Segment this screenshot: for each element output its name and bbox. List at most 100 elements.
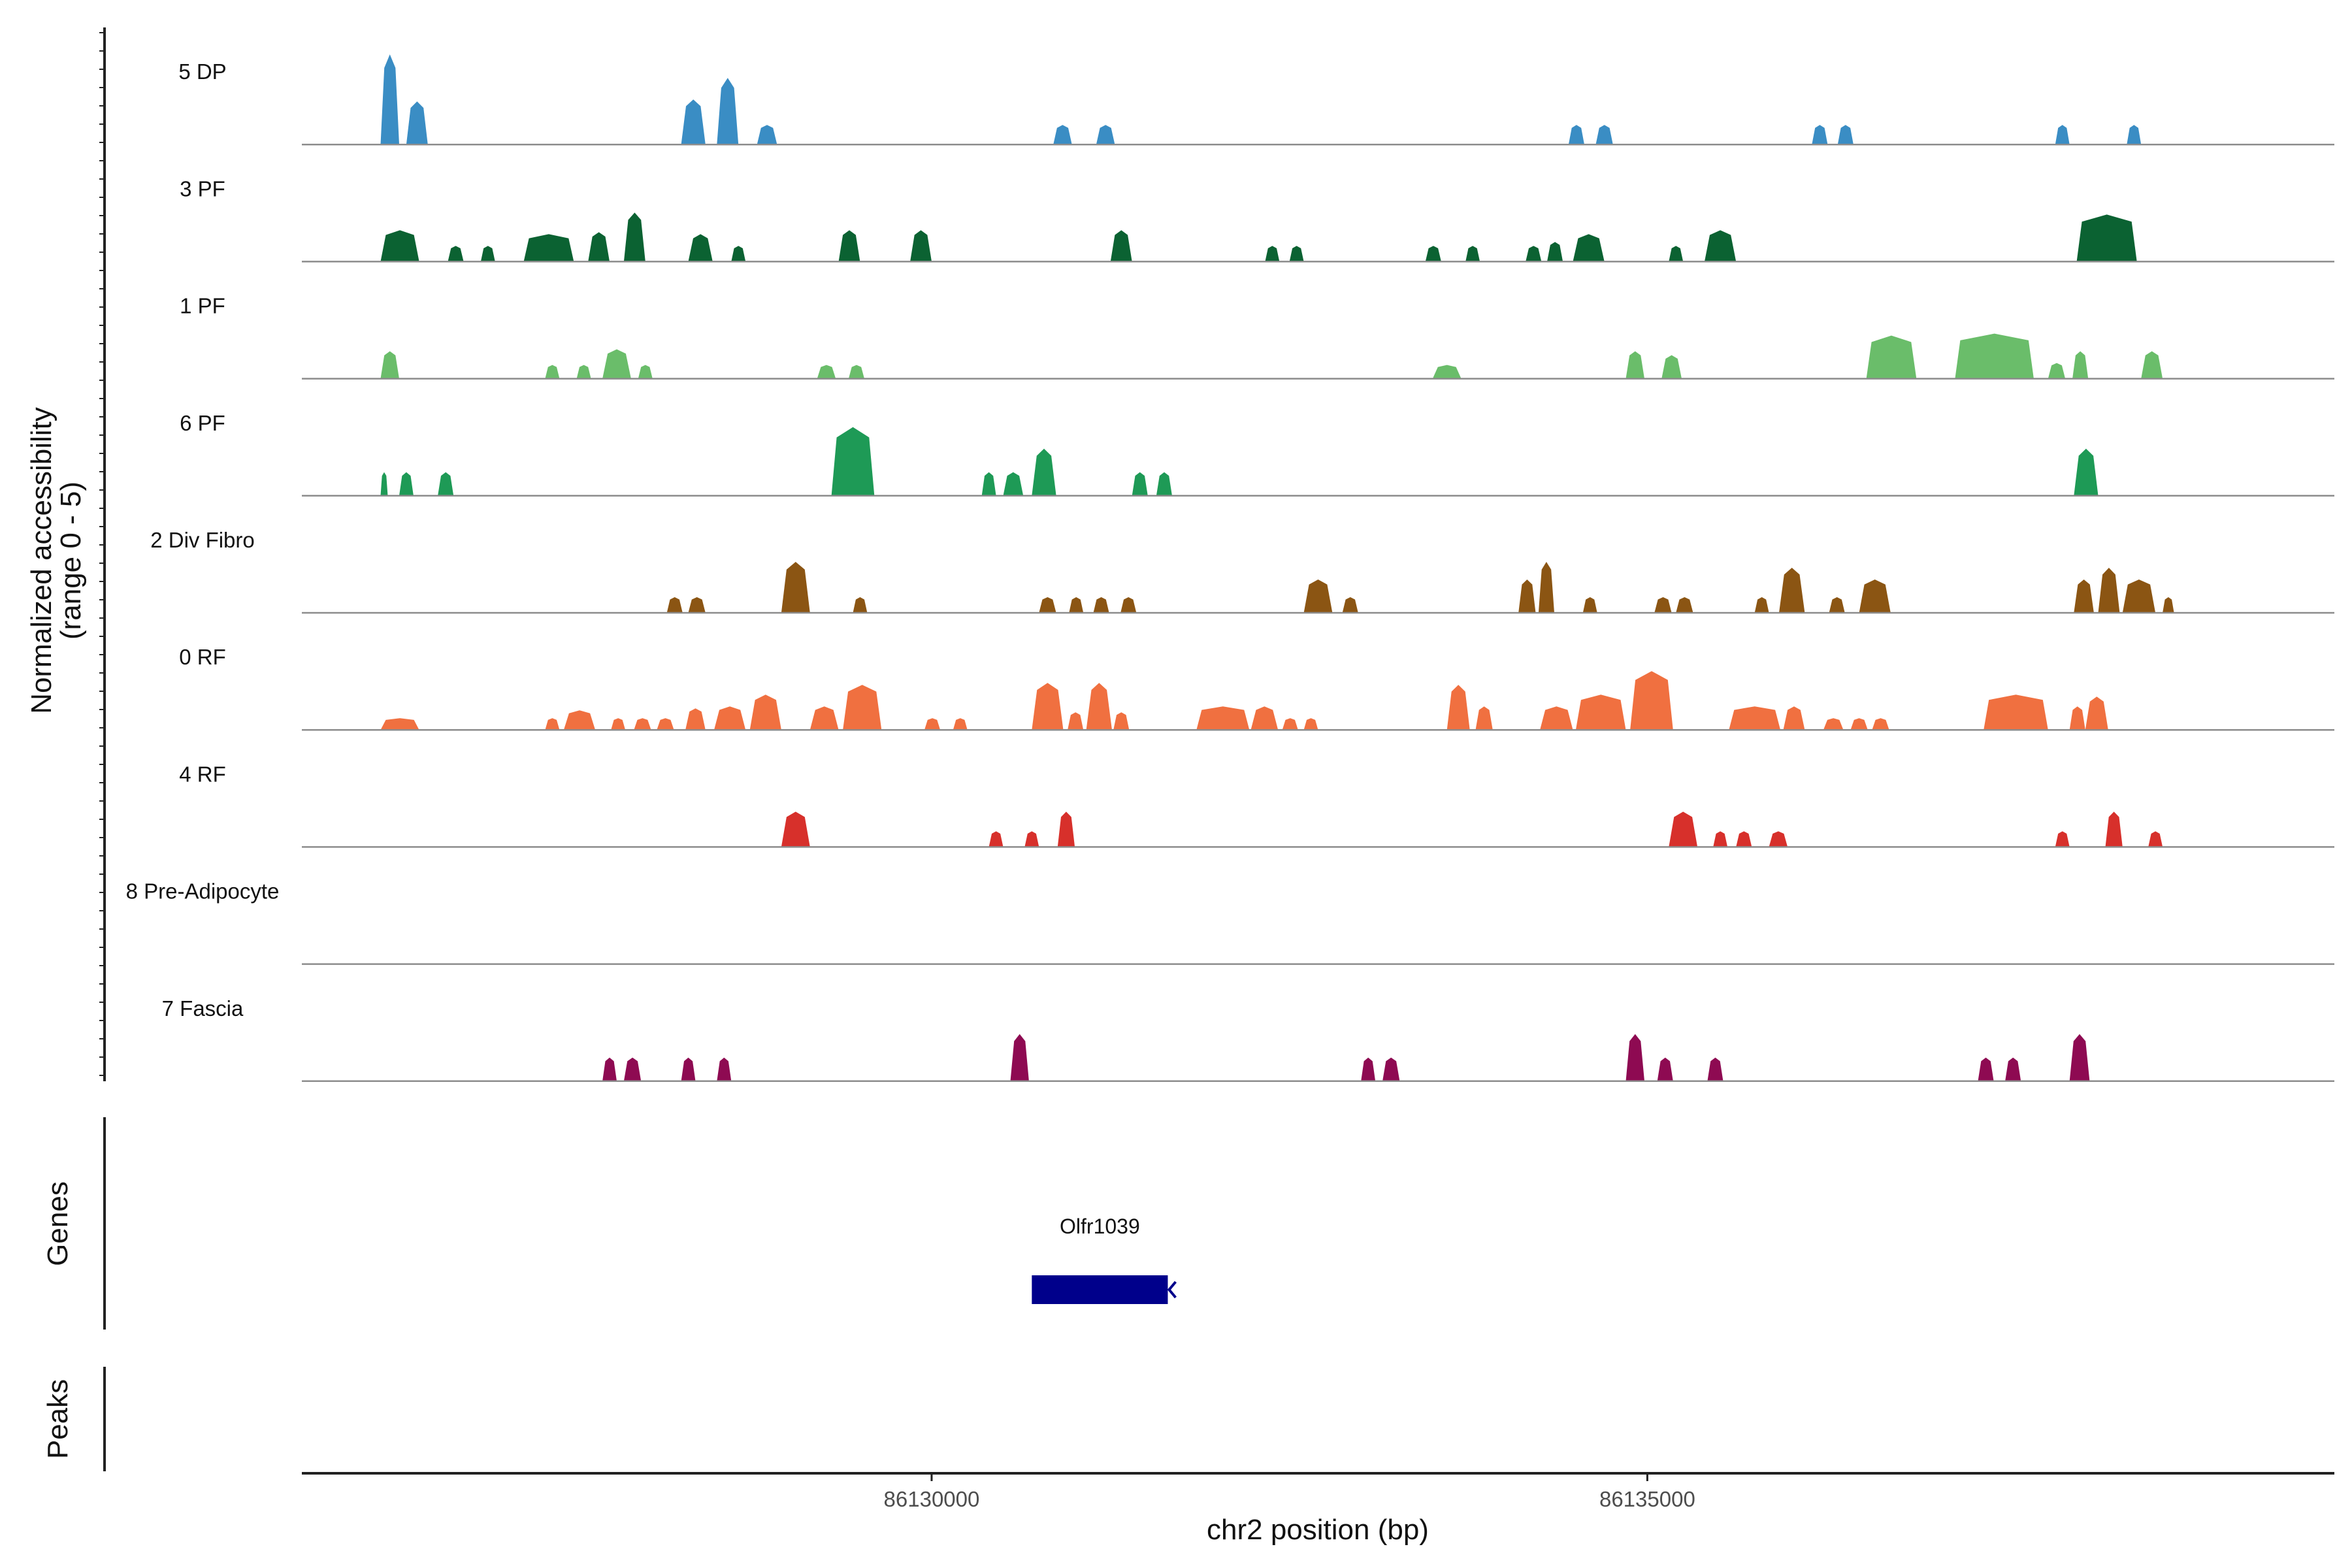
accessibility-peak (1303, 718, 1318, 730)
accessibility-peak (1568, 125, 1584, 145)
accessibility-peak (1540, 706, 1573, 730)
accessibility-peak (2055, 125, 2070, 145)
accessibility-peak (1068, 712, 1084, 730)
accessibility-peak (688, 234, 713, 262)
accessibility-peak (634, 718, 651, 730)
accessibility-peak (576, 365, 591, 379)
track-label: 6 PF (180, 411, 225, 435)
accessibility-peak (1783, 706, 1805, 730)
accessibility-peak (1582, 597, 1597, 613)
accessibility-peak (1754, 597, 1769, 613)
track-label: 0 RF (179, 645, 226, 669)
accessibility-peak (1669, 811, 1698, 847)
track-2-div-fibro: 2 Div Fibro (150, 528, 2334, 614)
accessibility-peak (2005, 1057, 2021, 1081)
accessibility-peak (1518, 580, 1536, 613)
track-label: 7 Fascia (162, 996, 244, 1021)
accessibility-peak (523, 234, 574, 262)
accessibility-peak (685, 708, 706, 730)
accessibility-peak (623, 1057, 642, 1081)
accessibility-peak (602, 1057, 617, 1081)
accessibility-peak (563, 710, 596, 730)
accessibility-peak (1595, 125, 1613, 145)
accessibility-peak (1736, 831, 1752, 847)
accessibility-peak (1113, 712, 1130, 730)
accessibility-peak (1779, 568, 1805, 613)
accessibility-peak (2072, 351, 2089, 379)
accessibility-peak (2098, 568, 2120, 613)
track-label: 2 Div Fibro (150, 528, 255, 552)
accessibility-peak (1156, 472, 1172, 496)
accessibility-peak (717, 1057, 732, 1081)
accessibility-peak (480, 246, 495, 262)
accessibility-peak (1196, 706, 1250, 730)
track-label: 1 PF (180, 294, 225, 318)
x-axis-ticks: 86130000 86135000 (884, 1473, 1695, 1511)
accessibility-peak (910, 230, 932, 262)
accessibility-peak (731, 246, 746, 262)
y-axis-ticks (99, 32, 105, 1076)
accessibility-peak (848, 365, 864, 379)
accessibility-peak (781, 811, 810, 847)
accessibility-peak (1250, 706, 1279, 730)
track-3-pf: 3 PF (180, 176, 2334, 263)
accessibility-peak (1361, 1057, 1376, 1081)
accessibility-peak (588, 232, 610, 262)
accessibility-peak (681, 1057, 696, 1081)
accessibility-peak (1829, 597, 1845, 613)
accessibility-peak (817, 365, 836, 379)
accessibility-peak (1032, 683, 1064, 730)
gene-label: Olfr1039 (1060, 1215, 1140, 1238)
accessibility-peak (1625, 1034, 1644, 1081)
accessibility-peak (714, 706, 746, 730)
track-0-rf: 0 RF (179, 645, 2334, 731)
accessibility-peak (1713, 831, 1728, 847)
accessibility-peak (1265, 246, 1280, 262)
accessibility-peak (2055, 831, 2070, 847)
accessibility-peak (1110, 230, 1132, 262)
genes-panel-title: Genes (42, 1181, 74, 1266)
accessibility-peak (988, 831, 1004, 847)
accessibility-peak (831, 427, 875, 496)
accessibility-peak (399, 472, 414, 496)
accessibility-peak (1866, 335, 1917, 379)
accessibility-peak (1120, 597, 1137, 613)
accessibility-peak (681, 99, 706, 145)
accessibility-peak (545, 718, 560, 730)
accessibility-peak (1446, 685, 1470, 730)
accessibility-peak (1850, 718, 1868, 730)
accessibility-peak (438, 472, 454, 496)
accessibility-peak (924, 718, 941, 730)
accessibility-peak (1872, 718, 1889, 730)
track-4-rf: 4 RF (179, 762, 2334, 848)
accessibility-peak (657, 718, 674, 730)
accessibility-peak (2069, 706, 2085, 730)
track-label: 8 Pre-Adipocyte (126, 879, 280, 904)
accessibility-peak (1039, 597, 1056, 613)
accessibility-peak (2163, 597, 2174, 613)
accessibility-peak (1654, 597, 1672, 613)
accessibility-peak (666, 597, 683, 613)
accessibility-peak (2127, 125, 2142, 145)
track-1-pf: 1 PF (180, 294, 2334, 380)
x-tick-label: 86130000 (884, 1487, 980, 1511)
gene-annotations: Olfr1039 (1032, 1215, 1177, 1304)
accessibility-peak (953, 718, 968, 730)
y-axis-title: Normalized accessibility (25, 407, 57, 713)
accessibility-peak (809, 706, 839, 730)
accessibility-peak (2122, 580, 2156, 613)
track-6-pf: 6 PF (180, 411, 2334, 497)
accessibility-peak (380, 230, 419, 262)
accessibility-peak (1024, 831, 1039, 847)
accessibility-peak (2085, 696, 2108, 730)
gene-body (1032, 1275, 1168, 1304)
accessibility-peak (1069, 597, 1084, 613)
accessibility-peak (1538, 562, 1554, 613)
accessibility-peak (2074, 448, 2099, 496)
accessibility-peak (749, 694, 781, 730)
y-axis-subtitle: (range 0 - 5) (55, 482, 87, 640)
accessibility-peak (1575, 694, 1626, 730)
accessibility-peak (1547, 242, 1563, 262)
coverage-tracks: 5 DP 3 PF 1 PF 6 PF 2 Div Fibro 0 RF 4 RF 8 Pre… (126, 54, 2334, 1083)
